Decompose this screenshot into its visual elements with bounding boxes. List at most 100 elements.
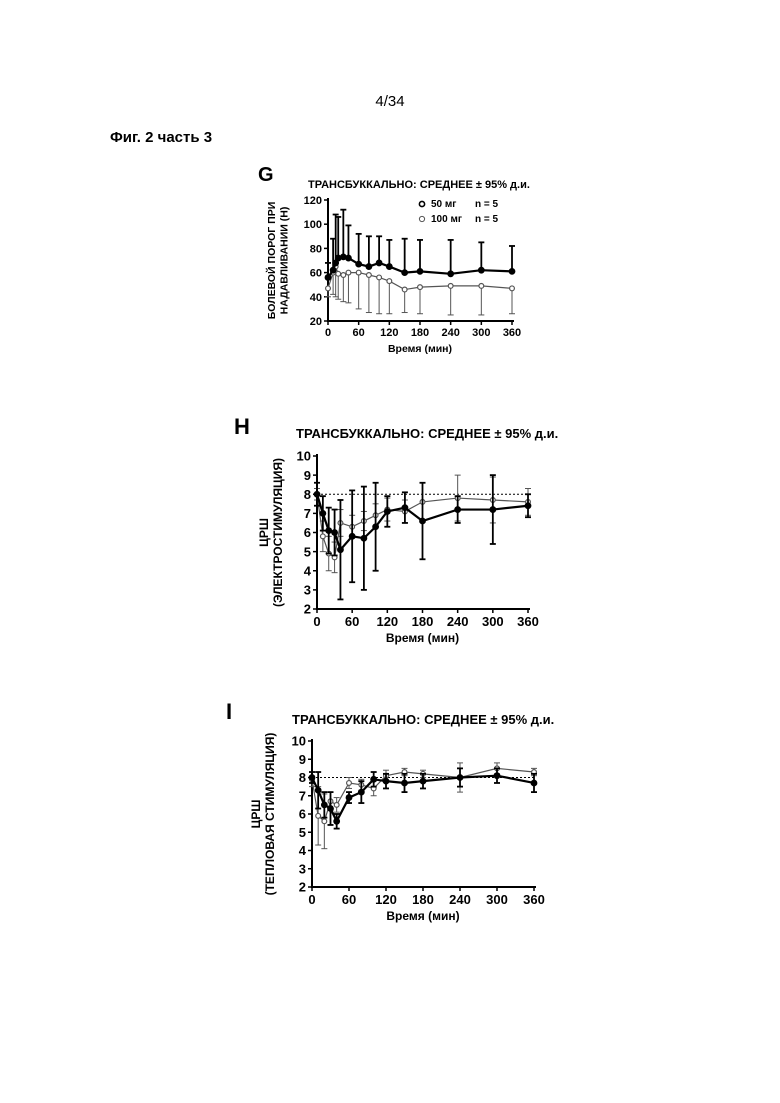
data-point-filled [346,795,352,801]
x-tick-label: 360 [517,614,539,629]
x-tick-label: 120 [376,614,398,629]
y-tick-label: 100 [304,219,322,231]
y-tick-label: 9 [299,752,306,767]
x-tick-label: 0 [325,327,331,339]
data-point-open [402,287,407,292]
data-point-filled [490,507,496,513]
y-tick-label: 6 [299,807,306,822]
x-tick-label: 0 [313,614,320,629]
data-point-filled [366,264,372,270]
x-tick-label: 300 [472,327,490,339]
y-axis-label-line: (ТЕПЛОВАЯ СТИМУЛЯЦИЯ) [263,733,277,896]
data-point-filled [320,511,326,517]
data-point-filled [373,524,379,530]
data-point-open [510,286,515,291]
data-point-filled [315,787,321,793]
data-point-open [448,284,453,289]
data-point-filled [332,530,338,536]
data-point-open [418,285,423,290]
y-tick-label: 20 [310,316,322,328]
x-tick-label: 300 [482,614,504,629]
panel-label: I [226,699,232,724]
x-tick-label: 300 [486,892,508,907]
chart-panel-h: HТРАНСБУККАЛЬНО: СРЕДНЕЕ ± 95% д.и.06012… [228,410,558,650]
data-point-filled [420,778,426,784]
data-point-filled [385,509,391,515]
data-point-filled [330,267,336,273]
x-tick-label: 0 [308,892,315,907]
data-point-filled [479,267,485,273]
data-point-open [326,286,331,291]
data-point-open [320,534,325,539]
data-point-filled [402,270,408,276]
data-point-filled [334,819,340,825]
y-tick-label: 8 [299,770,306,785]
data-point-filled [338,547,344,553]
x-tick-label: 60 [353,327,365,339]
data-point-filled [371,777,377,783]
x-tick-label: 60 [345,614,359,629]
data-point-filled [356,261,362,267]
x-tick-label: 180 [412,892,434,907]
data-point-open [387,279,392,284]
data-point-filled [494,773,500,779]
y-tick-label: 9 [304,468,311,483]
data-point-filled [387,264,393,270]
data-point-filled [402,780,408,786]
data-point-filled [328,806,334,812]
x-tick-label: 60 [342,892,356,907]
data-point-open [377,275,382,280]
data-point-open [334,802,339,807]
x-axis-label: Время (мин) [386,631,459,645]
y-tick-label: 7 [299,788,306,803]
chart-title: ТРАНСБУККАЛЬНО: СРЕДНЕЕ ± 95% д.и. [292,712,554,727]
y-tick-label: 80 [310,243,322,255]
data-point-filled [417,269,423,275]
y-axis-label-line: ЦРШ [249,800,263,829]
chart-panel-i: I ТРАНСБУККАЛЬНО: СРЕДНЕЕ ± 95% д.и. 0 60 12… [220,695,560,935]
x-axis-label: Время (мин) [388,343,452,355]
legend-n: n = 5 [475,199,499,210]
y-tick-label: 4 [304,563,312,578]
data-point-filled [361,535,367,541]
y-axis-label: ЦРШ(ТЕПЛОВАЯ СТИМУЛЯЦИЯ) [249,733,277,896]
data-point-filled [402,505,408,511]
data-point-filled [455,507,461,513]
x-tick-label: 180 [411,327,429,339]
data-point-filled [322,802,328,808]
panel-label: H [234,414,250,439]
x-tick-label: 240 [449,892,471,907]
data-point-filled [314,491,320,497]
y-tick-label: 2 [304,602,311,617]
data-point-filled [346,255,352,261]
data-point-open [316,813,321,818]
page-number: 4/34 [0,93,780,110]
data-point-open [347,781,352,786]
legend-marker [419,216,424,221]
data-point-filled [309,775,315,781]
y-tick-label: 40 [310,292,322,304]
y-tick-label: 120 [304,195,322,207]
x-tick-label: 120 [375,892,397,907]
y-tick-label: 10 [292,734,306,749]
x-tick-label: 120 [380,327,398,339]
x-tick-label: 240 [447,614,469,629]
y-axis-label-line: ЦРШ [257,518,271,547]
y-tick-label: 3 [299,861,306,876]
y-tick-label: 10 [297,449,311,464]
legend-label: 100 мг [431,214,462,225]
chart-panel-g: GТРАНСБУККАЛЬНО: СРЕДНЕЕ ± 95% д.и.06012… [250,160,530,370]
data-point-filled [525,503,531,509]
data-point-open [356,270,361,275]
y-tick-label: 8 [304,487,311,502]
data-point-open [479,284,484,289]
y-tick-label: 6 [304,525,311,540]
y-tick-label: 5 [304,544,311,559]
y-axis-label: ЦРШ(ЭЛЕКТРОСТИМУЛЯЦИЯ) [257,458,285,607]
legend-n: n = 5 [475,214,499,225]
data-point-filled [359,789,365,795]
chart-title: ТРАНСБУККАЛЬНО: СРЕДНЕЕ ± 95% д.и. [308,179,530,191]
data-point-filled [383,778,389,784]
y-axis-label: БОЛЕВОЙ ПОРОГ ПРИНАДАВЛИВАНИИ (Н) [265,202,291,320]
data-point-filled [326,528,332,534]
